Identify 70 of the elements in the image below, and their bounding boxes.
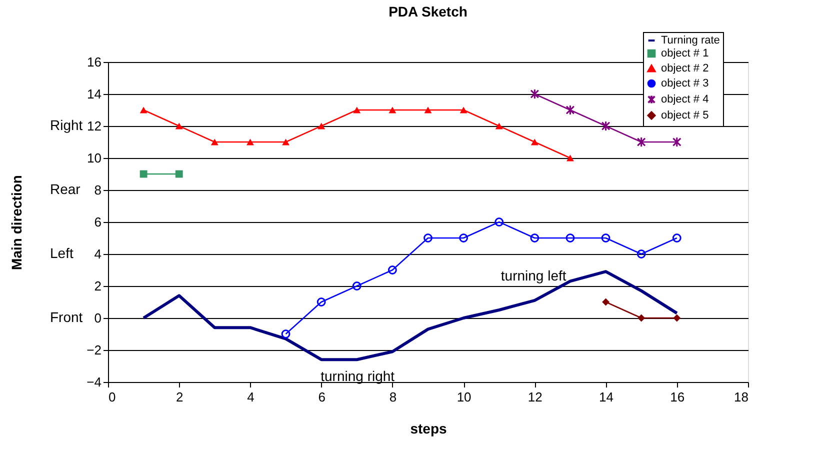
point: [282, 138, 290, 146]
point: [318, 122, 326, 130]
text: Rear: [50, 181, 81, 197]
point: [566, 104, 575, 116]
point: [388, 266, 397, 274]
annotation: turning left: [500, 267, 566, 284]
point: [175, 122, 183, 130]
y-tick-label: 8: [94, 182, 102, 198]
point: [281, 330, 290, 338]
point: [530, 138, 538, 146]
text: Left: [50, 245, 74, 261]
legend-label: object # 1: [661, 48, 709, 60]
point: [566, 154, 574, 162]
x-tick-label: 12: [528, 390, 542, 404]
y-axis-title: Main direction: [8, 175, 25, 270]
y-tick-label: 0: [94, 310, 102, 326]
x-tick-label: 4: [247, 390, 254, 404]
x-tick-label: 0: [108, 390, 116, 404]
point: [636, 250, 646, 258]
text: Right: [50, 117, 83, 133]
text: Front: [50, 309, 83, 325]
point: [246, 138, 254, 146]
point: [495, 122, 503, 130]
point: [530, 88, 540, 100]
legend-label: Turning rate: [661, 34, 720, 46]
legend-label: object # 2: [661, 62, 709, 74]
point: [316, 298, 326, 306]
point: [175, 170, 183, 178]
chart-title: PDA Sketch: [388, 4, 468, 20]
legend-label: object # 3: [661, 78, 709, 90]
point: [494, 218, 504, 226]
x-tick-label: 14: [599, 390, 614, 404]
point: [388, 106, 396, 114]
point: [601, 120, 610, 132]
point: [424, 234, 432, 242]
point: [353, 106, 361, 114]
point: [566, 234, 575, 242]
point: [424, 106, 432, 114]
point: [140, 106, 148, 114]
x-tick-label: 16: [670, 390, 685, 404]
y-tick-label: 6: [94, 214, 102, 230]
y-tick-label: 4: [94, 246, 102, 262]
y-tick-label: 10: [87, 150, 102, 166]
x-tick-label: 10: [456, 390, 472, 404]
y-tick-label: 14: [87, 86, 102, 102]
x-tick-label: 2: [176, 390, 184, 404]
y-tick-label: 16: [87, 54, 102, 70]
point: [530, 234, 540, 242]
legend-label: object # 5: [661, 110, 709, 122]
legend-label: object # 4: [661, 94, 709, 106]
point: [672, 136, 682, 148]
y-tick-label: −2: [86, 342, 102, 358]
point: [636, 136, 646, 148]
x-tick-label: 18: [734, 390, 748, 404]
point: [672, 234, 682, 242]
y-tick-label: 2: [94, 278, 102, 294]
point: [673, 314, 681, 322]
y-tick-label: −4: [86, 374, 102, 390]
point: [352, 282, 362, 290]
annotation: turning right: [320, 368, 395, 384]
point: [638, 314, 646, 322]
point: [601, 234, 610, 242]
point: [460, 106, 468, 114]
y-tick-label: 12: [87, 118, 102, 134]
point: [140, 170, 148, 178]
point: [459, 234, 468, 242]
point: [210, 138, 218, 146]
x-tick-label: 6: [318, 390, 326, 404]
x-axis-title: steps: [410, 420, 447, 436]
x-tick-label: 8: [389, 390, 397, 404]
